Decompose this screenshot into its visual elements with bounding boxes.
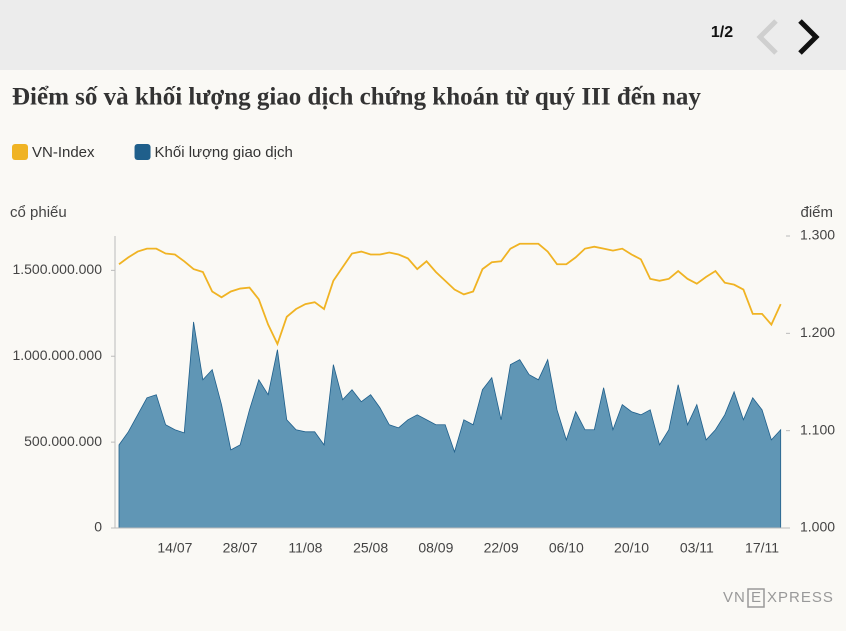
index-line — [118, 242, 782, 347]
x-tick-label: 03/11 — [680, 540, 714, 556]
brand-logo: VN E XPRESS — [723, 588, 834, 608]
y-axis-title: cổ phiếu — [10, 204, 67, 221]
x-tick-label: 20/10 — [614, 540, 649, 556]
brand-box — [747, 588, 765, 608]
y2-axis-title: điểm — [800, 204, 833, 221]
y2-tick-label: 1.200 — [800, 324, 835, 340]
y-tick-label: 500.000.000 — [24, 433, 102, 449]
x-tick-label: 11/08 — [288, 540, 322, 556]
x-tick-label: 17/11 — [745, 540, 779, 556]
x-tick-label: 22/09 — [484, 540, 519, 556]
y-tick-label: 0 — [94, 519, 102, 535]
brand-part: XPRESS — [767, 589, 834, 606]
y-tick-label: 1.000.000.000 — [12, 347, 102, 363]
plot-area: 0 500.000.000 1.000.000.000 1.500.000.000 1.… — [12, 227, 835, 556]
x-tick-label: 08/09 — [418, 540, 453, 556]
prev-button[interactable] — [756, 19, 778, 55]
x-tick-label: 14/07 — [157, 540, 192, 556]
chart-title: Điểm số và khối lượng giao dịch chứng kh… — [12, 84, 701, 111]
legend-label: VN-Index — [32, 144, 95, 161]
legend: VN-Index Khối lượng giao dịch — [12, 144, 293, 161]
y2-tick-label: 1.300 — [800, 227, 835, 243]
brand-part: E — [751, 589, 762, 606]
y-tick-label: 1.500.000.000 — [12, 261, 102, 277]
legend-label: Khối lượng giao dịch — [155, 144, 293, 161]
volume-area — [118, 321, 782, 529]
legend-swatch — [134, 144, 151, 160]
x-tick-label: 06/10 — [549, 540, 584, 556]
x-tick-label: 25/08 — [353, 540, 388, 556]
header-bar — [0, 0, 846, 70]
y2-tick-label: 1.100 — [800, 421, 835, 437]
legend-swatch — [12, 144, 28, 160]
pager: 1/2 — [711, 24, 733, 41]
next-button[interactable] — [798, 19, 820, 55]
brand-part: VN — [723, 589, 746, 606]
x-tick-label: 28/07 — [223, 540, 258, 556]
y2-tick-label: 1.000 — [800, 519, 835, 535]
